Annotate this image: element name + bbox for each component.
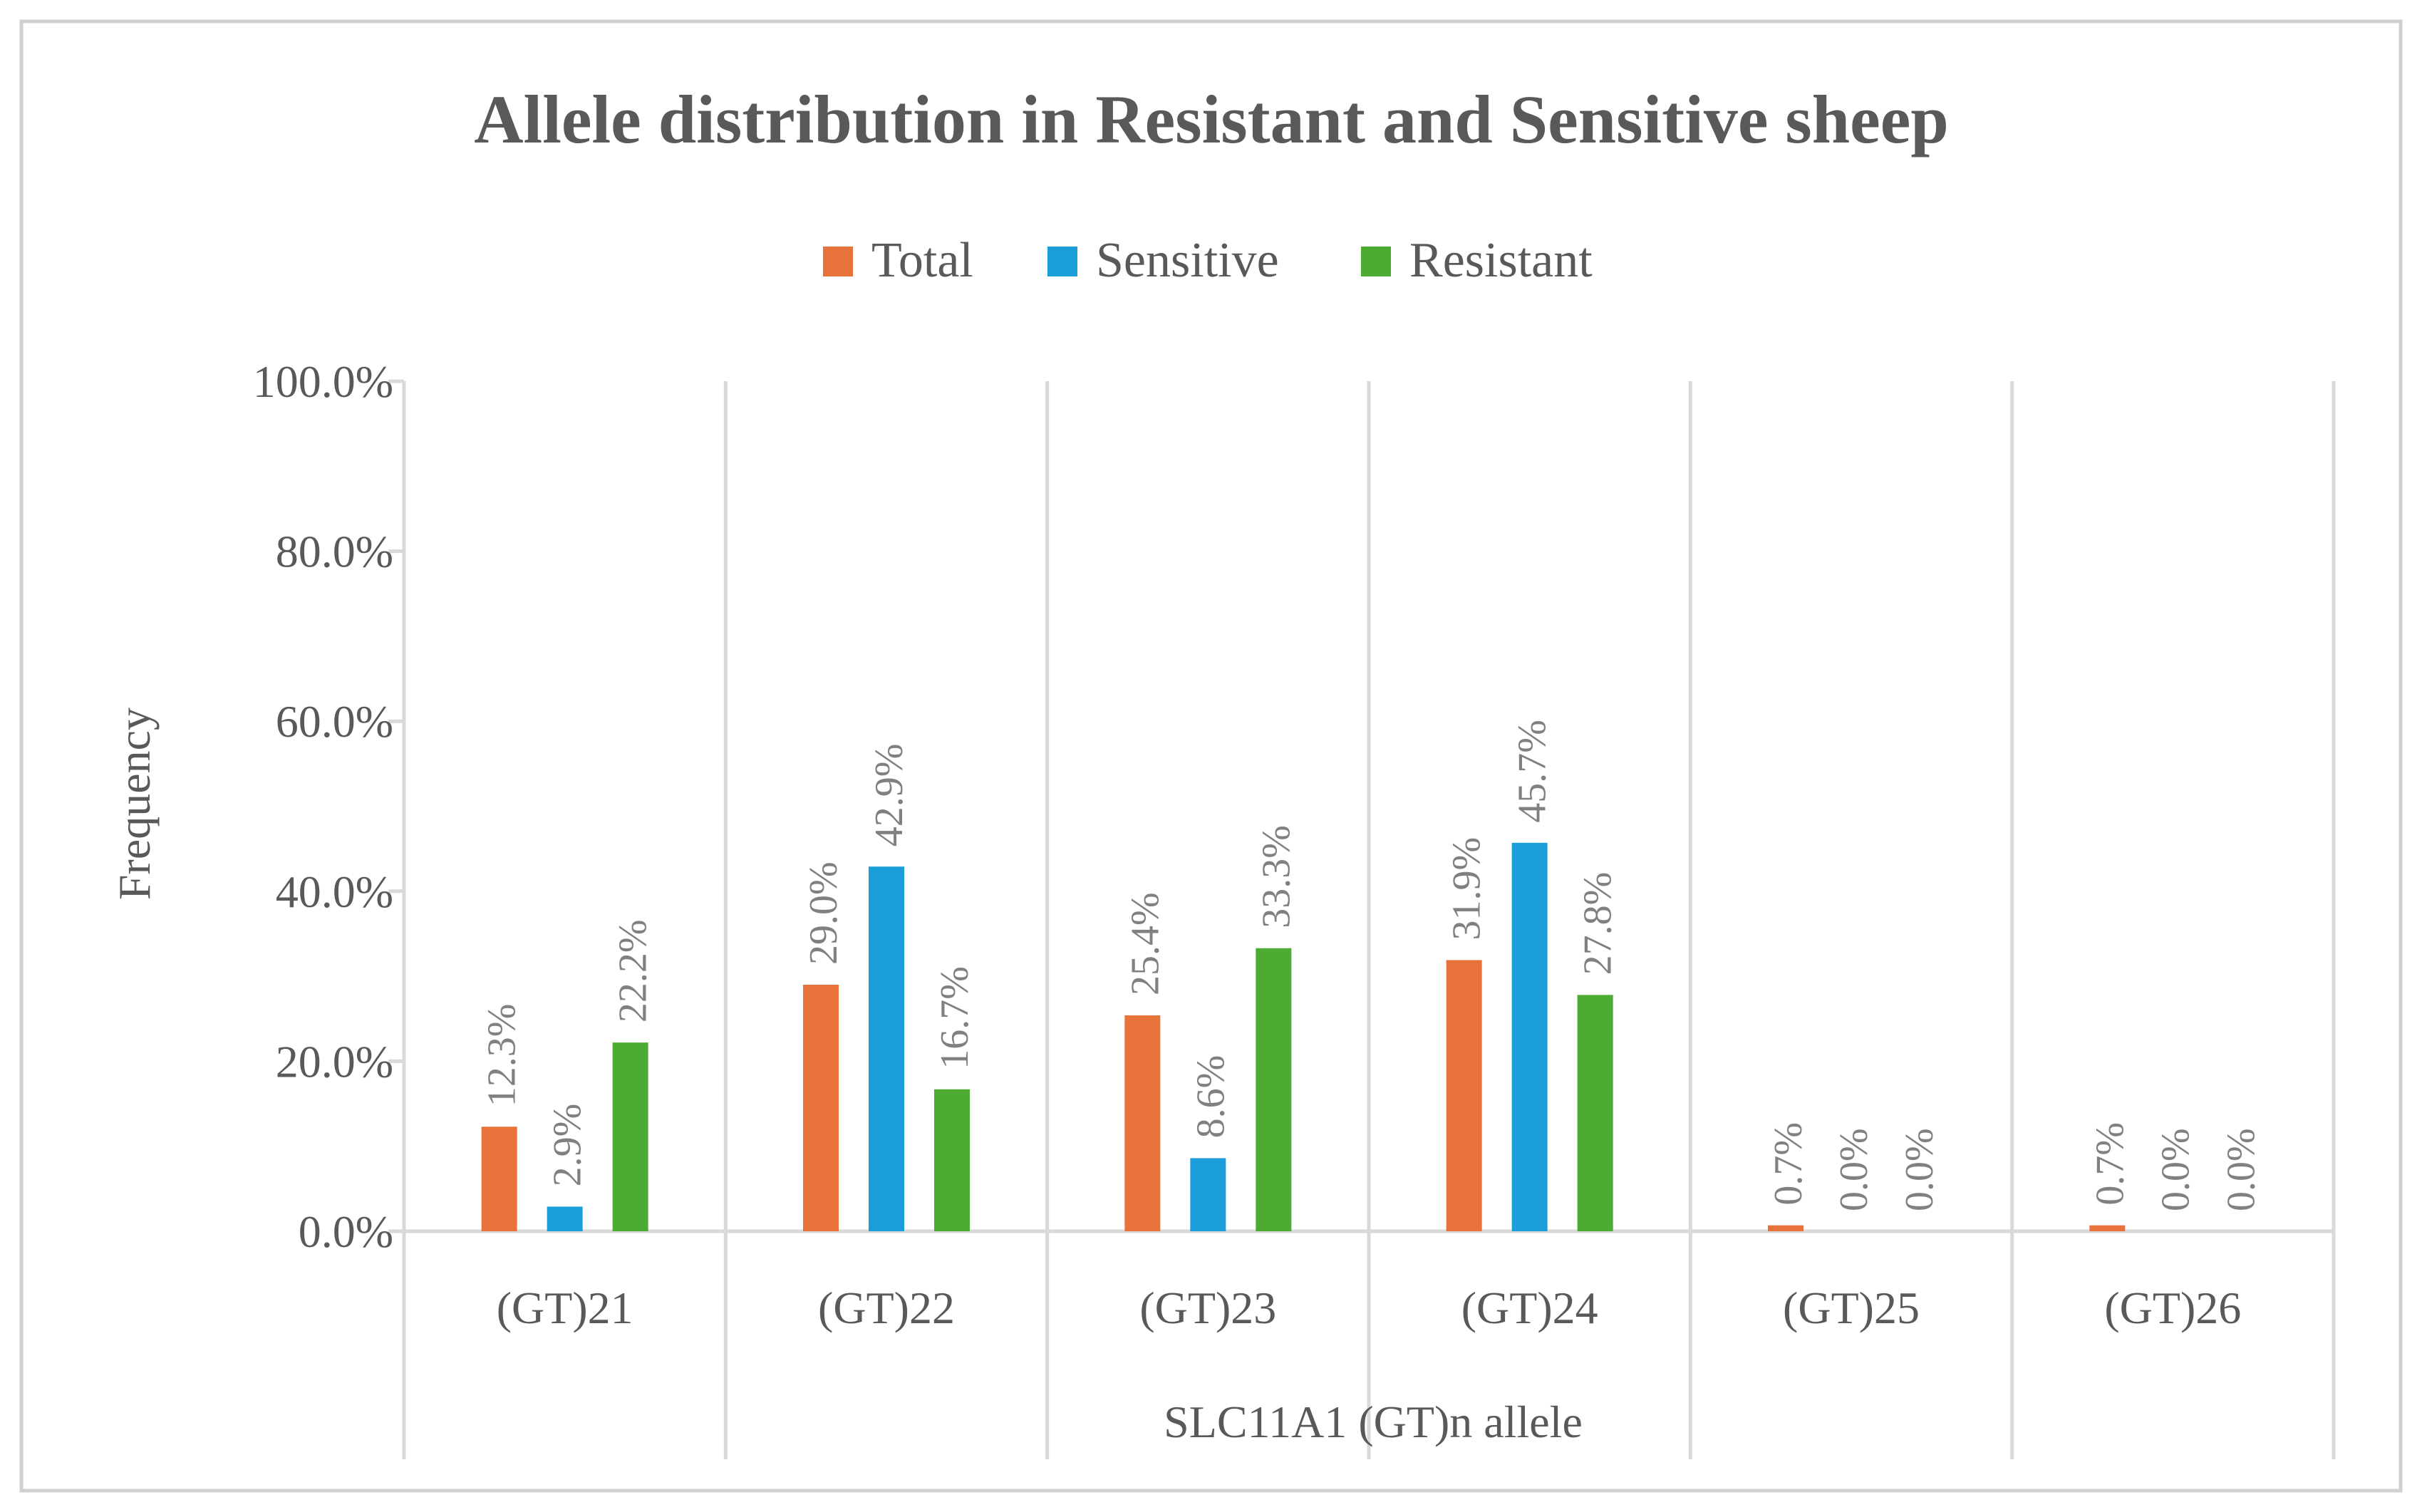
bar-data-label: 0.0% [1898,1128,1942,1211]
bar-resistant [934,1089,970,1231]
bar-total [2089,1225,2126,1231]
legend-label-total: Total [871,233,973,288]
bar-data-label: 0.0% [2153,1128,2198,1211]
legend: Total Sensitive Resistant [823,233,1593,288]
bar-sensitive [869,866,904,1231]
y-tick-label: 60.0% [276,696,393,747]
y-tick-label: 20.0% [276,1036,393,1087]
bar-data-label: 2.9% [546,1104,590,1187]
bar-sensitive [547,1206,583,1231]
x-tick-label: (GT)25 [1783,1283,1920,1333]
bar-total [1446,960,1482,1231]
legend-label-sensitive: Sensitive [1096,233,1279,288]
bar-data-label: 8.6% [1189,1055,1233,1139]
bar-data-label: 33.3% [1254,825,1298,928]
bar-data-label: 42.9% [867,744,911,847]
bar-data-label: 29.0% [802,861,846,965]
bar-data-label: 27.8% [1576,872,1620,975]
bars [481,842,2126,1231]
bar-data-label: 45.7% [1511,720,1555,823]
bar-resistant [1577,995,1613,1231]
y-axis-tick-labels: 0.0% 20.0% 40.0% 60.0% 80.0% 100.0% [253,356,393,1257]
x-tick-label: (GT)22 [818,1283,955,1333]
x-tick-label: (GT)24 [1461,1283,1598,1333]
bar-data-label: 22.2% [611,919,656,1022]
x-axis-tick-labels: (GT)21 (GT)22 (GT)23 (GT)24 (GT)25 (GT)26 [497,1283,2242,1333]
bar-resistant [1256,948,1292,1231]
bar-data-label: 0.0% [2219,1128,2263,1211]
bar-data-label: 0.7% [1766,1122,1811,1206]
x-tick-label: (GT)21 [497,1283,633,1333]
chart-title: Allele distribution in Resistant and Sen… [474,81,1949,157]
bar-data-label: 0.7% [2088,1122,2132,1206]
bar-resistant [612,1042,648,1231]
bar-data-label: 0.0% [1832,1128,1876,1211]
bar-sensitive [1511,842,1548,1231]
y-tick-label: 80.0% [276,527,393,577]
bar-data-label: 16.7% [933,966,977,1070]
bar-data-label: 12.3% [480,1004,524,1107]
x-tick-label: (GT)23 [1139,1283,1276,1333]
y-axis-label: Frequency [109,708,160,900]
bar-total [481,1127,517,1231]
bar-data-labels: 12.3% 29.0% 25.4% 31.9% 0.7% 0.7% 2.9% 42.9% 8.6… [480,720,2264,1211]
y-tick-label: 40.0% [276,866,393,917]
bar-total [1124,1015,1161,1231]
legend-swatch-sensitive [1047,247,1077,276]
bar-sensitive [1190,1158,1226,1231]
bar-total [803,985,839,1231]
bar-total [1768,1225,1803,1231]
y-tick-label: 100.0% [253,356,393,407]
legend-swatch-resistant [1361,247,1391,276]
legend-label-resistant: Resistant [1409,233,1593,288]
chart-border [19,19,2403,1493]
bar-data-label: 31.9% [1445,837,1489,941]
x-axis-label: SLC11A1 (GT)n allele [1164,1397,1583,1447]
gridlines [388,379,2336,1459]
x-tick-label: (GT)26 [2104,1283,2241,1333]
legend-swatch-total [823,247,853,276]
bar-data-label: 25.4% [1123,892,1167,995]
y-tick-label: 0.0% [299,1206,393,1257]
